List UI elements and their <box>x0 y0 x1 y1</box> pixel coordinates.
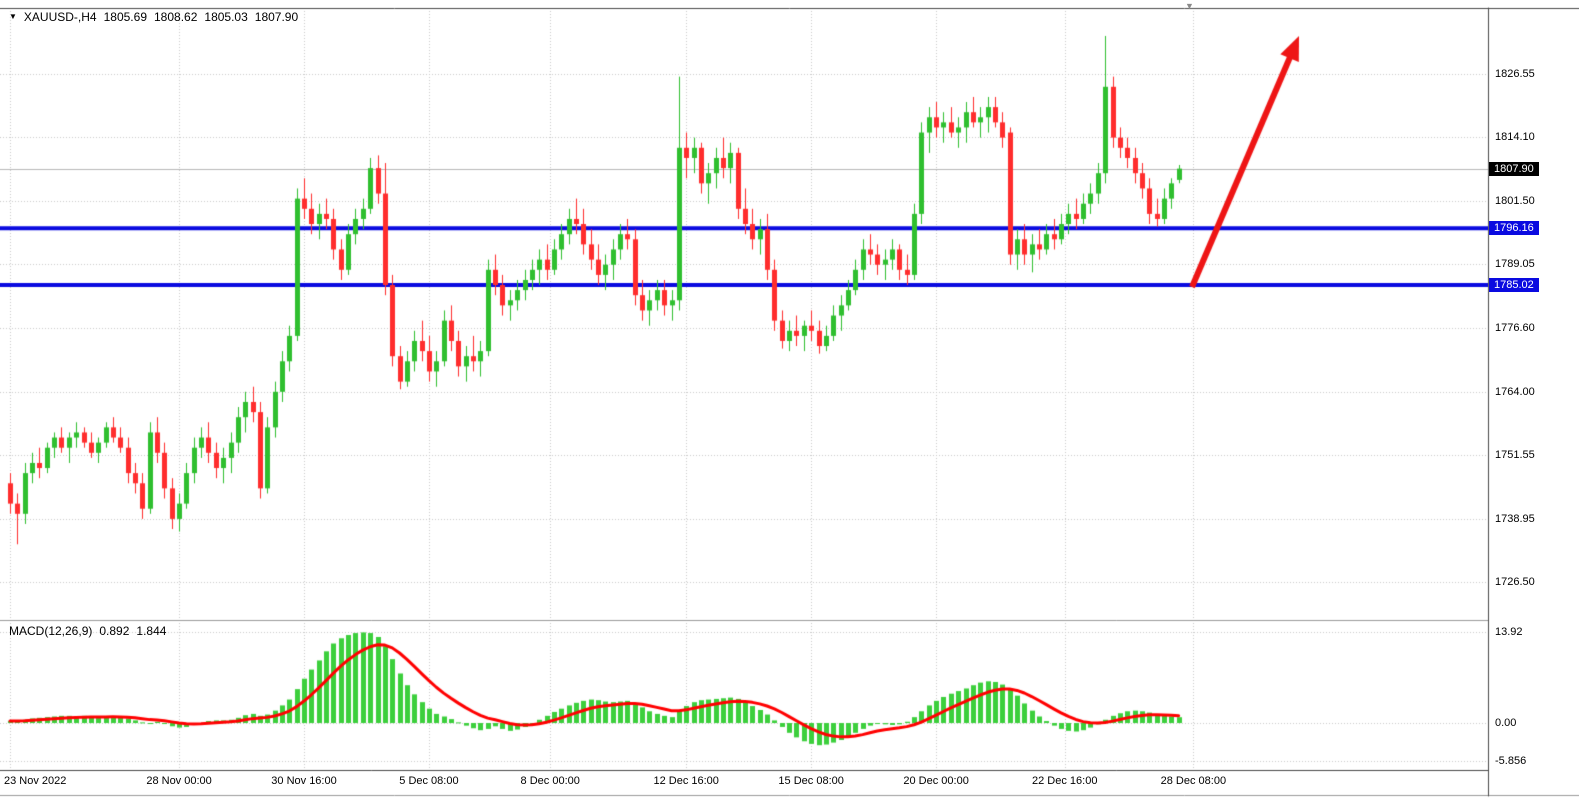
ohlc-close: 1807.90 <box>254 10 299 24</box>
symbol-dropdown-icon[interactable]: ▼ <box>9 12 17 21</box>
macd-signal-value: 1.844 <box>136 624 167 638</box>
symbol-period-label: XAUUSD-,H4 <box>23 10 97 24</box>
chart-title: ▼ XAUUSD-,H4 1805.69 1808.62 1805.03 180… <box>9 10 298 24</box>
macd-name: MACD(12,26,9) <box>9 624 93 638</box>
macd-value: 0.892 <box>99 624 130 638</box>
ohlc-high: 1808.62 <box>154 10 198 24</box>
ohlc-open: 1805.69 <box>103 10 147 24</box>
ohlc-low: 1805.03 <box>204 10 248 24</box>
chart-shift-marker[interactable]: ▼ <box>1185 1 1194 11</box>
macd-indicator-label: MACD(12,26,9) 0.892 1.844 <box>9 624 166 638</box>
